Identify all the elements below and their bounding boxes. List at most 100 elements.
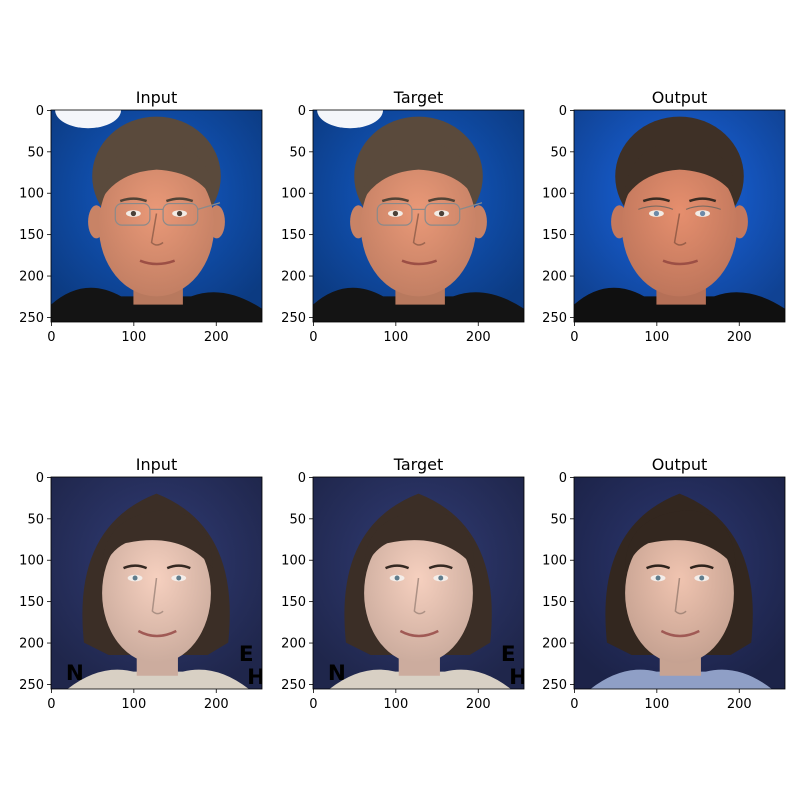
y-tick-label: 200 [281,637,306,652]
clothing [313,287,524,322]
pupil-right [699,575,705,581]
subplot-title: Input [136,88,177,107]
y-tick-label: 200 [281,270,306,285]
y-tick-label: 200 [19,637,44,652]
pupil-right [699,210,706,217]
x-tick-label: 200 [466,697,491,712]
y-tick-label: 250 [281,311,306,326]
x-tick-label: 100 [121,330,146,345]
y-tick-label: 100 [281,554,306,569]
y-tick-label: 0 [559,471,567,486]
y-tick-label: 100 [542,187,567,202]
glasses-lens-left [376,202,413,226]
axes-frame [312,476,525,690]
mouth [401,259,438,266]
pupil-left [655,575,661,581]
axes-frame [50,476,263,690]
hair-front [100,141,215,202]
backdrop-letter: H [247,665,265,690]
y-tick-label: 0 [559,104,567,119]
x-tick-label: 0 [570,697,578,712]
pupil-left [132,575,138,581]
glasses-lens-right [162,202,199,226]
eyebrow-left [646,564,671,570]
y-tick-label: 250 [281,678,306,693]
face [98,155,215,297]
x-tick-label: 200 [204,697,229,712]
face-image [313,110,524,322]
y-tick-label: 100 [19,187,44,202]
mouth [139,259,176,266]
pupil-left [130,210,137,217]
y-tick-label: 50 [550,145,567,160]
y-tick-label: 250 [542,311,567,326]
x-tick-label: 0 [570,330,578,345]
x-tick-label: 0 [47,330,55,345]
clothing [590,669,772,689]
y-tick-label: 250 [19,678,44,693]
hair-front [364,510,475,573]
face-image: N EH [313,477,524,689]
y-tick-label: 150 [281,595,306,610]
eyebrow-left [119,197,148,203]
nose [673,213,687,246]
subplot-title: Input [136,455,177,474]
x-tick-label: 0 [309,330,317,345]
y-tick-label: 250 [542,678,567,693]
eyebrow-left [385,564,410,570]
glasses-lens-right [424,202,461,226]
x-tick-label: 0 [309,697,317,712]
y-tick-label: 100 [542,554,567,569]
face-image: N EH [51,477,265,690]
clothing [574,287,785,322]
axes-frame [312,109,525,323]
x-tick-label: 100 [644,330,669,345]
y-tick-label: 0 [298,471,306,486]
backdrop-letter: N [66,661,84,686]
subplot-title: Output [652,88,708,107]
y-tick-label: 200 [19,270,44,285]
pupil-left [392,210,399,217]
y-tick-label: 150 [542,595,567,610]
subplot-title: Output [652,455,708,474]
y-tick-label: 100 [281,187,306,202]
hair-front [623,141,738,202]
eyebrow-right [427,197,456,203]
clothing [51,287,262,322]
eyebrow-right [688,197,717,203]
backdrop-light [55,110,122,129]
x-tick-label: 200 [727,330,752,345]
eyebrow-right [166,564,191,570]
eyebrow-right [165,197,194,203]
eyebrow-right [689,564,714,570]
eyebrow-left [123,564,148,570]
mouth [662,259,699,266]
pupil-left [653,210,660,217]
backdrop-letter: E [239,642,254,667]
nose [151,577,164,615]
hair-front [102,510,213,573]
clothing [67,669,249,689]
face [360,155,477,297]
face-image [574,110,785,322]
y-tick-label: 150 [542,228,567,243]
eyebrow-right [428,564,453,570]
eyebrow-left [381,197,410,203]
x-tick-label: 200 [727,697,752,712]
mouth [137,629,177,638]
hair-front [625,510,736,573]
face [364,522,473,664]
y-tick-label: 50 [27,145,44,160]
y-tick-label: 50 [289,512,306,527]
mouth [399,629,439,638]
pupil-left [394,575,400,581]
face [102,522,211,664]
y-tick-label: 150 [19,228,44,243]
glasses-faint [638,205,721,210]
backdrop-light [317,110,384,129]
